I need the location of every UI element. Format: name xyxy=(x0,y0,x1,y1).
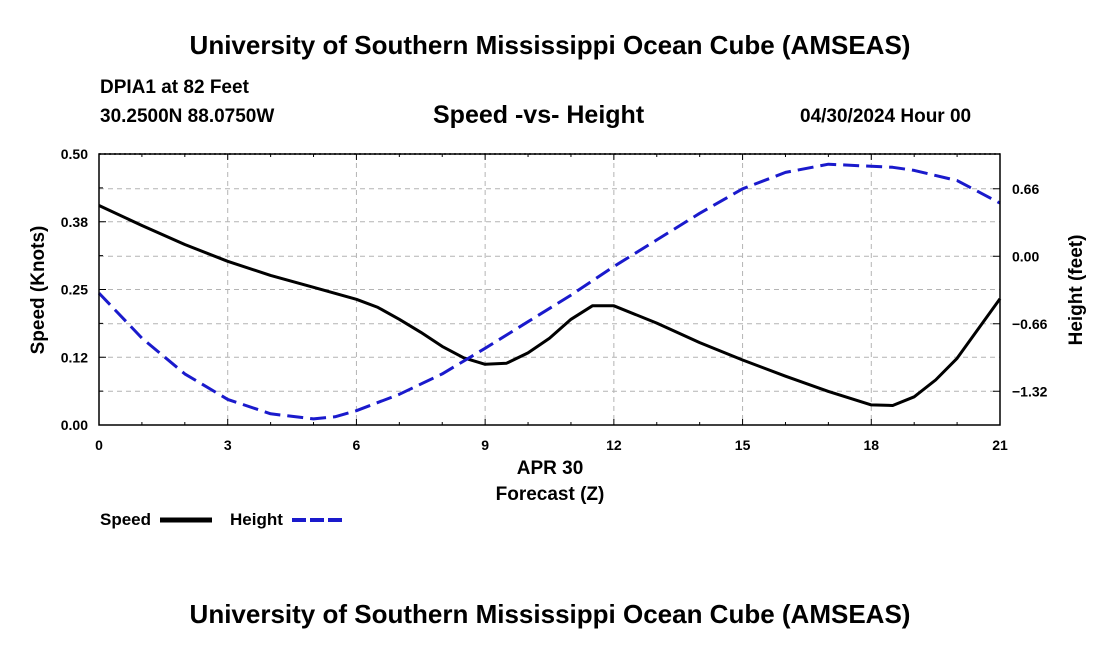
y-axis-label: Speed (Knots) xyxy=(28,226,49,355)
y-tick-label: 0.25 xyxy=(61,282,88,298)
x-tick-label: 15 xyxy=(735,437,751,453)
y2-axis-label: Height (feet) xyxy=(1066,235,1087,346)
y-tick-label: 0.00 xyxy=(61,417,88,433)
x-tick-label: 12 xyxy=(606,437,622,453)
y2-tick-label: 0.66 xyxy=(1012,181,1039,197)
axes: 0 3 6 9 12 15 18 21 0.00 0.12 0.25 0.38 0.50 0.66 0.00… xyxy=(61,146,1048,453)
legend-speed-label: Speed xyxy=(100,510,151,529)
y-tick-label: 0.12 xyxy=(61,349,88,365)
x-tick-label: 0 xyxy=(95,437,103,453)
series-line-height xyxy=(97,162,1001,421)
x-tick-label: 9 xyxy=(481,437,489,453)
y2-tick-label: −0.66 xyxy=(1012,316,1048,332)
footer-title: University of Southern Mississippi Ocean… xyxy=(189,599,911,629)
x-tick-label: 3 xyxy=(224,437,232,453)
x-tick-label: 6 xyxy=(353,437,361,453)
legend: Speed Height xyxy=(100,510,342,529)
y-tick-label: 0.38 xyxy=(61,214,88,230)
forecast-date: 04/30/2024 Hour 00 xyxy=(800,106,972,127)
y-tick-label: 0.50 xyxy=(61,146,88,162)
series-layer xyxy=(97,162,1002,421)
main-title: University of Southern Mississippi Ocean… xyxy=(189,30,911,60)
station-label: DPIA1 at 82 Feet xyxy=(100,77,249,98)
grid-lines xyxy=(99,154,1000,425)
series-line-speed xyxy=(98,204,1002,407)
y2-tick-label: −1.32 xyxy=(1012,383,1048,399)
coordinates-label: 30.2500N 88.0750W xyxy=(100,106,275,127)
chart-title: Speed -vs- Height xyxy=(433,101,645,129)
x-tick-label: 18 xyxy=(863,437,879,453)
legend-height-label: Height xyxy=(230,510,283,529)
x-axis-label: Forecast (Z) xyxy=(496,484,605,505)
y2-tick-label: 0.00 xyxy=(1012,248,1039,264)
x-axis-date-label: APR 30 xyxy=(517,458,584,479)
x-tick-label: 21 xyxy=(992,437,1008,453)
